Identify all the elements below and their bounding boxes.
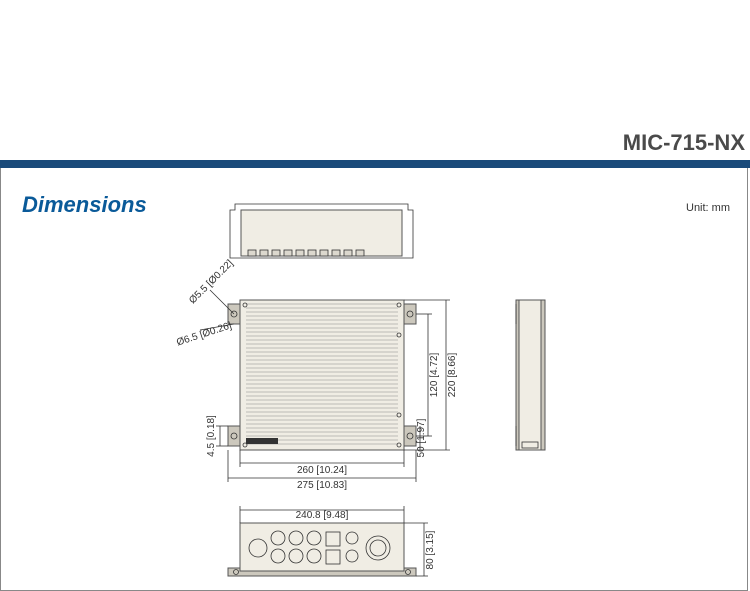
svg-text:Ø5.5 [Ø0.22]: Ø5.5 [Ø0.22] [187,258,235,306]
svg-text:4.5 [0.18]: 4.5 [0.18] [206,415,217,457]
svg-text:240.8 [9.48]: 240.8 [9.48] [296,510,349,521]
svg-text:Ø6.5 [Ø0.26]: Ø6.5 [Ø0.26] [175,320,233,348]
main-view [228,300,416,450]
side-view [516,300,545,450]
svg-text:220 [8.66]: 220 [8.66] [447,353,458,398]
svg-text:80 [3.15]: 80 [3.15] [425,530,436,569]
top-view [230,204,413,258]
svg-text:260 [10.24]: 260 [10.24] [297,465,347,476]
svg-text:275 [10.83]: 275 [10.83] [297,480,347,491]
dim-2408: 240.8 [9.48] [240,506,404,523]
header-bar [0,160,750,168]
product-title: MIC-715-NX [623,130,745,156]
dimension-drawing: Ø5.5 [Ø0.22] Ø6.5 [Ø0.26] 4.5 [0.18] 260… [0,180,748,591]
dim-d65: Ø6.5 [Ø0.26] [175,320,234,348]
svg-text:120 [4.72]: 120 [4.72] [429,353,440,398]
svg-text:50 [1.97]: 50 [1.97] [416,418,427,457]
dim-120: 120 [4.72] [416,314,440,436]
dim-45: 4.5 [0.18] [206,415,228,457]
dim-50: 50 [1.97] [416,418,427,457]
dim-260: 260 [10.24] [240,450,404,476]
front-view [228,523,416,576]
